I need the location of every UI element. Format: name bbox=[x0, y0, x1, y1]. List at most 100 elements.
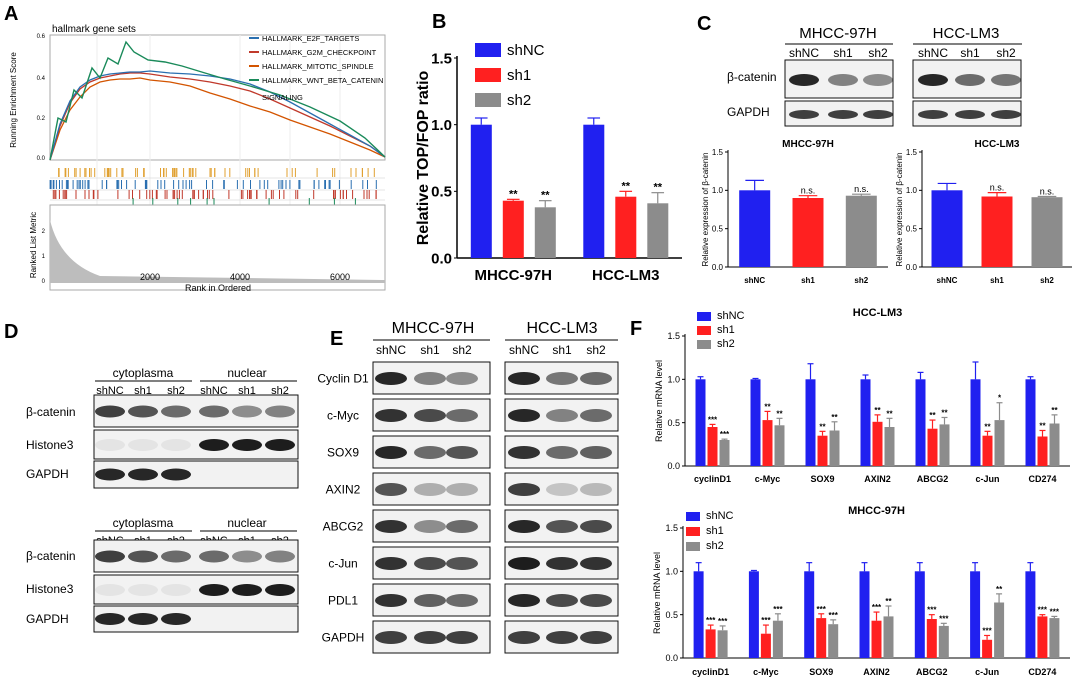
protein-band bbox=[580, 372, 612, 385]
y-tick-label: 1.5 bbox=[665, 523, 678, 533]
bar bbox=[762, 420, 773, 466]
blot-c-bands bbox=[784, 59, 1022, 127]
y-axis-label: Relative mRNA level bbox=[652, 552, 662, 634]
protein-band bbox=[128, 405, 158, 418]
legend-g2m: HALLMARK_G2M_CHECKPOINT bbox=[262, 48, 377, 57]
category-label: sh1 bbox=[801, 276, 815, 285]
rank-xlabel: Rank in Ordered bbox=[185, 283, 251, 293]
significance-label: *** bbox=[720, 430, 730, 439]
protein-band bbox=[446, 631, 478, 644]
bar bbox=[981, 196, 1013, 267]
protein-band bbox=[580, 483, 612, 496]
protein-band bbox=[199, 405, 229, 418]
blot-c-lane: sh1 bbox=[960, 46, 980, 60]
protein-band bbox=[414, 557, 446, 570]
chart-f2: 0.0 0.5 1.0 1.5 Relative mRNA level MHCC-97H c… bbox=[652, 505, 1070, 677]
category-label: CD274 bbox=[1028, 667, 1056, 677]
category-label: MHCC-97H bbox=[474, 267, 552, 284]
chart-title: MHCC-97H bbox=[848, 505, 905, 517]
blot-e-row-label: GAPDH bbox=[322, 631, 365, 645]
panel-d: D cytoplasma nuclear shNC sh1 sh2 shNC sh1 sh2 β… bbox=[4, 321, 299, 633]
protein-band bbox=[580, 631, 612, 644]
protein-band bbox=[446, 594, 478, 607]
protein-band bbox=[375, 631, 407, 644]
protein-band bbox=[446, 409, 478, 422]
category-label: sh1 bbox=[990, 276, 1004, 285]
protein-band bbox=[446, 372, 478, 385]
rm-ytick: 0 bbox=[42, 279, 46, 285]
legend-swatch bbox=[475, 43, 501, 57]
protein-band bbox=[546, 372, 578, 385]
blot-d-group: cytoplasma bbox=[113, 366, 174, 380]
rank-xtick: 2000 bbox=[140, 272, 160, 282]
bar bbox=[816, 618, 827, 658]
gene-hit-bars bbox=[49, 168, 385, 209]
blot-c-lane: sh2 bbox=[996, 46, 1016, 60]
blot-d-lane: shNC bbox=[200, 385, 228, 397]
protein-band bbox=[128, 550, 158, 563]
protein-band bbox=[508, 594, 540, 607]
blot-membrane bbox=[93, 394, 299, 428]
blot-d: cytoplasma nuclear shNC sh1 sh2 shNC sh1 sh2 β-c… bbox=[26, 366, 299, 633]
bar bbox=[760, 633, 771, 658]
panel-f: F 0.0 0.5 1.0 1.5 Relative mRNA level HCC-LM3… bbox=[630, 307, 1070, 677]
panel-f-letter: F bbox=[630, 318, 642, 340]
protein-band bbox=[414, 446, 446, 459]
blot-c-cell-2: HCC-LM3 bbox=[933, 25, 1000, 42]
bar bbox=[719, 440, 730, 466]
category-label: CD274 bbox=[1028, 474, 1056, 484]
blot-e-cell: HCC-LM3 bbox=[526, 320, 597, 337]
blot-c-cell-1: MHCC-97H bbox=[799, 25, 877, 42]
protein-band bbox=[863, 110, 893, 119]
y-tick-label: 1.0 bbox=[906, 186, 918, 195]
bar bbox=[859, 571, 870, 658]
blot-c-lane: sh2 bbox=[868, 46, 888, 60]
category-label: c-Jun bbox=[975, 667, 999, 677]
significance-label: *** bbox=[718, 617, 728, 626]
category-label: AXIN2 bbox=[864, 474, 891, 484]
bar bbox=[927, 428, 938, 466]
blot-e-row-label: c-Myc bbox=[327, 409, 359, 423]
bar bbox=[534, 207, 556, 258]
protein-band bbox=[446, 520, 478, 533]
significance-label: n.s. bbox=[990, 183, 1005, 193]
protein-band bbox=[546, 446, 578, 459]
protein-band bbox=[265, 405, 295, 418]
protein-band bbox=[375, 409, 407, 422]
category-label: sh2 bbox=[854, 276, 868, 285]
significance-label: ** bbox=[874, 406, 881, 415]
blot-d-row-label: GAPDH bbox=[26, 612, 69, 626]
blot-membrane bbox=[93, 539, 299, 573]
significance-label: *** bbox=[706, 616, 716, 625]
bar bbox=[707, 427, 718, 466]
category-label: shNC bbox=[937, 276, 958, 285]
protein-band bbox=[232, 439, 262, 451]
protein-band bbox=[955, 74, 985, 86]
protein-band bbox=[955, 110, 985, 119]
protein-band bbox=[199, 584, 229, 596]
protein-band bbox=[161, 613, 191, 625]
gsea-es-frame bbox=[49, 34, 386, 161]
protein-band bbox=[789, 110, 819, 119]
protein-band bbox=[265, 584, 295, 596]
bar bbox=[970, 379, 981, 466]
protein-band bbox=[863, 74, 893, 86]
protein-band bbox=[414, 483, 446, 496]
legend-swatch bbox=[475, 93, 501, 107]
protein-band bbox=[546, 483, 578, 496]
bar bbox=[994, 602, 1005, 658]
significance-label: ** bbox=[996, 585, 1003, 594]
y-axis-label: Relative expression of β-catenin bbox=[895, 153, 904, 267]
significance-label: ** bbox=[509, 188, 518, 200]
significance-label: ** bbox=[831, 413, 838, 422]
protein-band bbox=[828, 74, 858, 86]
bar bbox=[915, 379, 926, 466]
protein-band bbox=[375, 520, 407, 533]
bar bbox=[939, 424, 950, 466]
bar bbox=[470, 124, 492, 258]
bar bbox=[829, 430, 840, 466]
protein-band bbox=[161, 439, 191, 451]
bar bbox=[615, 196, 637, 258]
y-axis-label: Relative TOP/FOP ratio bbox=[415, 70, 432, 245]
